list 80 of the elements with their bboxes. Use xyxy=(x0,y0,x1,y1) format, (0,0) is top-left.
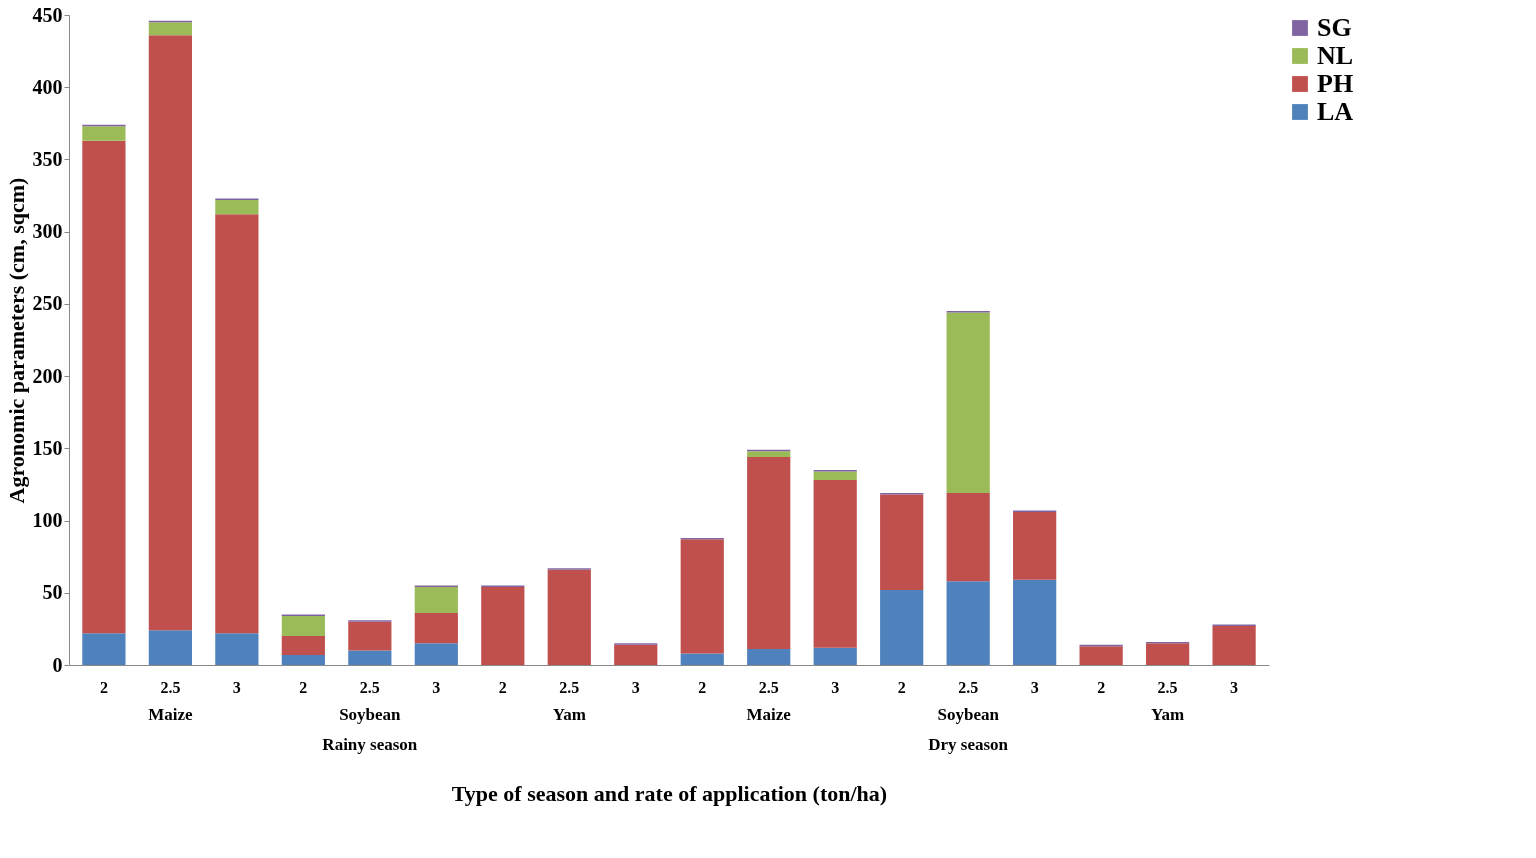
bar xyxy=(281,654,325,665)
text: Rainy season xyxy=(322,735,418,754)
bar xyxy=(281,636,325,655)
y-tick-label: 450 xyxy=(32,3,63,26)
x-axis-title: Type of season and rate of application (ton/ha) xyxy=(451,780,888,806)
bar xyxy=(747,457,791,650)
y-tick-label: 350 xyxy=(32,147,63,170)
x-tick-label: 3 xyxy=(831,678,840,696)
bar xyxy=(946,312,990,494)
x-tick-label: 2 xyxy=(897,678,906,696)
bar xyxy=(946,581,990,665)
bar xyxy=(1013,579,1057,665)
text: Soybean xyxy=(937,705,1000,724)
bar xyxy=(215,199,259,215)
bar xyxy=(1146,643,1190,665)
bar xyxy=(813,471,857,481)
bar xyxy=(747,451,791,457)
text: Maize xyxy=(746,705,792,724)
bar xyxy=(148,630,192,665)
y-tick-label: 150 xyxy=(32,436,63,459)
bar xyxy=(82,140,126,634)
x-tick-label: 2.5 xyxy=(559,678,580,696)
bar xyxy=(348,650,392,665)
bar xyxy=(481,587,525,665)
x-tick-label: 2.5 xyxy=(958,678,979,696)
bar xyxy=(747,649,791,665)
x-tick-label: 3 xyxy=(1030,678,1039,696)
y-tick-label: 300 xyxy=(32,220,63,243)
y-tick-label: 50 xyxy=(42,581,63,604)
text: Soybean xyxy=(339,705,402,724)
y-tick-label: 250 xyxy=(32,292,63,315)
bar xyxy=(148,22,192,36)
bar xyxy=(82,633,126,665)
x-tick-label: 2.5 xyxy=(1157,678,1178,696)
bar xyxy=(946,493,990,582)
y-tick-label: 0 xyxy=(52,653,63,676)
y-axis-title: Agronomic parameters (cm, sqcm) xyxy=(3,177,29,504)
bar xyxy=(348,621,392,651)
bar xyxy=(414,587,458,613)
bar xyxy=(614,644,658,665)
y-tick-label: 200 xyxy=(32,364,63,387)
y-tick-label: 100 xyxy=(32,509,63,532)
bar xyxy=(281,615,325,637)
legend-label: SG xyxy=(1317,13,1352,42)
bar xyxy=(547,569,591,665)
bar xyxy=(880,589,924,665)
bar xyxy=(680,653,724,665)
bar xyxy=(680,539,724,654)
x-tick-label: 2 xyxy=(299,678,308,696)
bar xyxy=(414,643,458,665)
text: Yam xyxy=(552,705,586,724)
legend-label: NL xyxy=(1317,41,1354,70)
bar xyxy=(1212,626,1256,665)
x-tick-label: 2 xyxy=(1097,678,1106,696)
x-tick-label: 2 xyxy=(99,678,108,696)
bar xyxy=(148,35,192,631)
bar xyxy=(215,214,259,634)
text: Dry season xyxy=(928,735,1009,754)
x-tick-label: 3 xyxy=(1230,678,1239,696)
bar xyxy=(1079,646,1123,665)
legend-label: LA xyxy=(1317,97,1354,126)
text: Yam xyxy=(1151,705,1185,724)
text: Maize xyxy=(148,705,194,724)
y-tick-label: 400 xyxy=(32,75,63,98)
x-tick-label: 2.5 xyxy=(160,678,181,696)
bar xyxy=(215,633,259,665)
bar xyxy=(880,494,924,590)
x-tick-label: 3 xyxy=(631,678,640,696)
x-tick-label: 3 xyxy=(232,678,241,696)
x-tick-label: 2.5 xyxy=(359,678,380,696)
x-tick-label: 2 xyxy=(698,678,707,696)
bar xyxy=(82,126,126,141)
x-tick-label: 2.5 xyxy=(758,678,779,696)
legend-label: PH xyxy=(1317,69,1354,98)
bar xyxy=(813,480,857,648)
bar xyxy=(813,647,857,665)
x-tick-label: 3 xyxy=(432,678,441,696)
x-tick-label: 2 xyxy=(498,678,507,696)
bar xyxy=(414,613,458,644)
bar xyxy=(1013,511,1057,580)
